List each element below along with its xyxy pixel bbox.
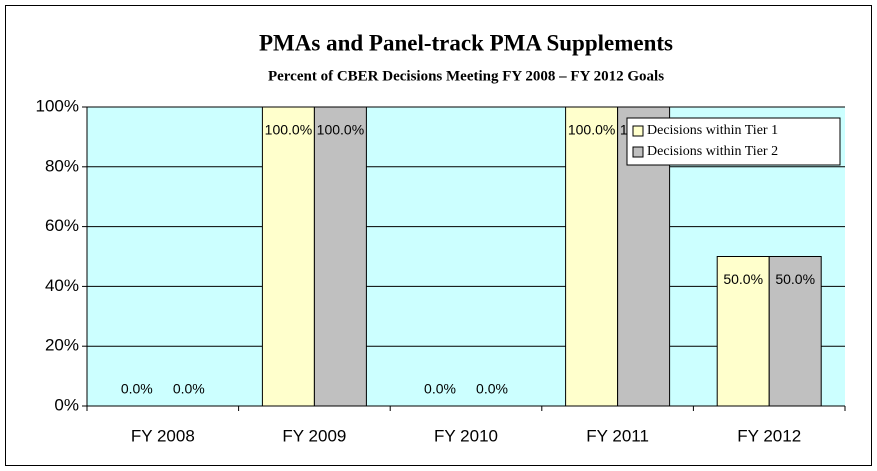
data-label: 0.0% bbox=[173, 381, 205, 397]
y-tick-label: 20% bbox=[45, 336, 79, 355]
chart-title: PMAs and Panel-track PMA Supplements bbox=[259, 30, 673, 55]
legend-swatch bbox=[632, 125, 644, 137]
data-label: 100.0% bbox=[568, 122, 615, 138]
bar bbox=[261, 106, 315, 407]
bar bbox=[565, 106, 619, 407]
x-tick-label: FY 2009 bbox=[282, 426, 346, 445]
data-label: 100.0% bbox=[317, 122, 364, 138]
x-tick-label: FY 2008 bbox=[131, 426, 195, 445]
data-label: 50.0% bbox=[775, 271, 815, 287]
legend-box bbox=[626, 117, 841, 166]
y-tick-label: 60% bbox=[45, 216, 79, 235]
data-label: 0.0% bbox=[121, 381, 153, 397]
bar bbox=[768, 256, 822, 407]
chart-subtitle: Percent of CBER Decisions Meeting FY 200… bbox=[268, 68, 664, 84]
data-label: 0.0% bbox=[424, 381, 456, 397]
x-tick-label: FY 2012 bbox=[737, 426, 801, 445]
data-label: 0.0% bbox=[476, 381, 508, 397]
y-tick-label: 0% bbox=[54, 395, 79, 414]
legend-swatch bbox=[632, 146, 644, 158]
data-label: 50.0% bbox=[723, 271, 763, 287]
y-tick-label: 40% bbox=[45, 276, 79, 295]
x-tick-label: FY 2010 bbox=[434, 426, 498, 445]
y-tick-label: 80% bbox=[45, 156, 79, 175]
bar bbox=[716, 256, 770, 407]
x-tick-label: FY 2011 bbox=[586, 426, 649, 445]
bar bbox=[313, 106, 367, 407]
data-label: 100.0% bbox=[265, 122, 312, 138]
legend-label: Decisions within Tier 1 bbox=[647, 123, 778, 138]
legend-label: Decisions within Tier 2 bbox=[647, 144, 778, 159]
y-tick-label: 100% bbox=[36, 96, 79, 115]
